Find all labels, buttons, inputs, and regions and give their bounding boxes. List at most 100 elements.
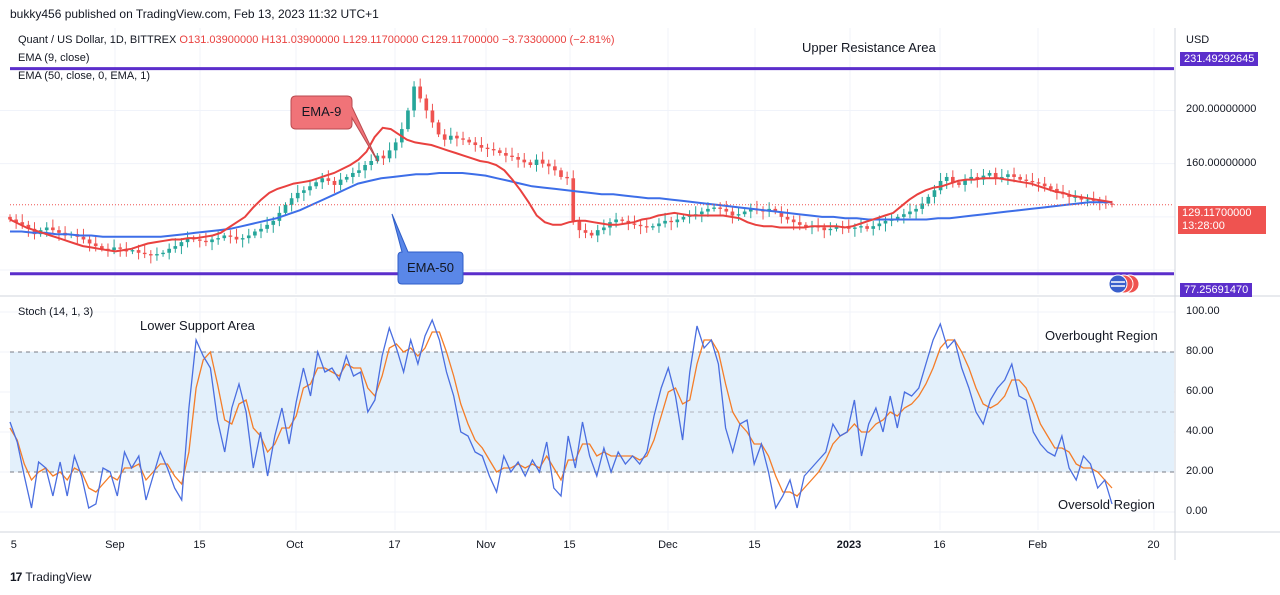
- candle-body: [375, 155, 380, 161]
- candle-body: [987, 172, 992, 176]
- candle-body: [406, 110, 410, 130]
- candle-body: [461, 138, 465, 140]
- candle-body: [504, 153, 508, 156]
- candle-body: [1030, 180, 1035, 183]
- candle-body: [748, 208, 753, 212]
- candle-body: [351, 172, 355, 177]
- candle-body: [112, 247, 116, 251]
- candle-body: [883, 220, 888, 224]
- last-price-value: 129.11700000: [1182, 207, 1252, 219]
- candle-body: [638, 224, 643, 227]
- candle-body: [663, 220, 667, 224]
- candle-body: [902, 214, 906, 217]
- candle-body: [259, 228, 263, 232]
- currency-label: USD: [1186, 34, 1210, 46]
- stoch-band: [10, 352, 1174, 472]
- candle-body: [412, 86, 416, 111]
- time-tick-label: 15: [193, 539, 206, 551]
- candle-body: [675, 219, 680, 223]
- candle-body: [1036, 182, 1041, 184]
- candle-body: [804, 224, 808, 228]
- candle-body: [295, 192, 300, 199]
- candle-body: [344, 176, 349, 180]
- candle-body: [1024, 179, 1029, 181]
- candle-body: [699, 211, 704, 215]
- candle-body: [589, 232, 594, 236]
- candle-body: [583, 230, 588, 233]
- candle-body: [283, 204, 288, 213]
- candle-body: [602, 227, 606, 231]
- candle-body: [712, 207, 716, 209]
- candle-body: [730, 211, 735, 216]
- candle-body: [914, 208, 918, 212]
- candle-body: [20, 222, 25, 225]
- candle-body: [528, 162, 533, 165]
- candle-body: [455, 135, 459, 139]
- candle-body: [853, 227, 857, 229]
- overbought-label: Overbought Region: [1045, 328, 1158, 343]
- candle-body: [595, 230, 600, 236]
- candle-body: [142, 252, 147, 255]
- ema50-legend[interactable]: EMA (50, close, 0, EMA, 1): [18, 70, 151, 82]
- candle-body: [130, 250, 135, 252]
- candle-body: [136, 250, 141, 253]
- candle-body: [724, 208, 729, 212]
- candle-body: [100, 246, 104, 249]
- candle-body: [1110, 203, 1114, 205]
- time-tick-label: 5: [10, 539, 17, 551]
- bar-countdown: 13:28:00: [1182, 220, 1225, 232]
- candle-body: [657, 223, 661, 227]
- price-pane-grid: [0, 28, 1175, 294]
- candle-body: [234, 236, 239, 240]
- stoch-legend[interactable]: Stoch (14, 1, 3): [18, 306, 94, 318]
- stoch-k-line: [9, 318, 1113, 510]
- time-tick-label: Oct: [286, 539, 304, 551]
- candle-body: [540, 159, 545, 164]
- ema9-callout-box: [290, 95, 379, 163]
- candle-body: [479, 145, 484, 148]
- candle-body: [846, 227, 851, 229]
- candle-body: [314, 182, 318, 187]
- candle-body: [265, 224, 269, 229]
- candle-body: [1042, 183, 1047, 187]
- candle-body: [497, 150, 502, 154]
- candle-body: [999, 176, 1004, 179]
- candle-body: [302, 190, 306, 193]
- candle-body: [510, 155, 514, 158]
- candle-body: [179, 242, 184, 247]
- candle-body: [485, 147, 490, 150]
- candle-body: [81, 236, 86, 240]
- candle-body: [210, 239, 214, 243]
- tradingview-footer[interactable]: 17 TradingView: [10, 570, 91, 584]
- candle-body: [87, 239, 92, 244]
- candle-body: [418, 86, 423, 99]
- candle-body: [332, 180, 337, 185]
- candle-body: [155, 254, 159, 256]
- candle-body: [473, 142, 478, 146]
- ema9-legend[interactable]: EMA (9, close): [18, 52, 90, 64]
- candle-body: [969, 176, 974, 180]
- symbol-legend[interactable]: Quant / US Dollar, 1D, BITTREX O131.0390…: [18, 34, 615, 46]
- candle-body: [620, 219, 625, 221]
- candle-body: [877, 223, 882, 227]
- candle-body: [681, 216, 686, 220]
- ema50-callout-text: EMA-50: [407, 260, 454, 275]
- candle-body: [289, 198, 294, 205]
- time-tick-label: Nov: [476, 539, 496, 551]
- candle-body: [779, 211, 784, 217]
- candle-body: [993, 172, 998, 179]
- candle-body: [706, 208, 710, 212]
- last-price-badge: 129.11700000 13:28:00: [1178, 206, 1266, 234]
- tradingview-brand: TradingView: [25, 570, 92, 584]
- time-tick-label: 15: [563, 539, 576, 551]
- stoch-tick-label: 40.00: [1186, 425, 1214, 437]
- candle-body: [571, 178, 576, 221]
- currency-flag-icon[interactable]: [1108, 274, 1140, 294]
- candle-body: [491, 149, 496, 151]
- ohlc-values: O131.03900000 H131.03900000 L129.1170000…: [179, 34, 615, 46]
- candle-body: [26, 224, 31, 229]
- candle-body: [8, 216, 12, 220]
- candle-body: [271, 220, 276, 225]
- symbol-name: Quant / US Dollar, 1D, BITTREX: [18, 34, 177, 46]
